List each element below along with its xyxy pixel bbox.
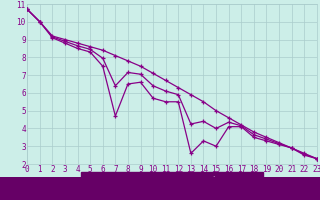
X-axis label: Windchill (Refroidissement éolien,°C): Windchill (Refroidissement éolien,°C): [86, 177, 258, 186]
